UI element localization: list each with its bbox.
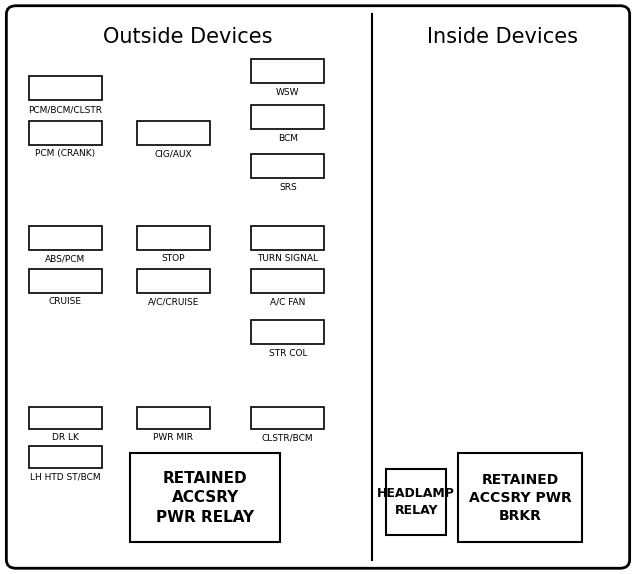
Text: PWR MIR: PWR MIR <box>153 433 193 443</box>
Bar <box>29 121 102 145</box>
Text: RETAINED
ACCSRY PWR
BRKR: RETAINED ACCSRY PWR BRKR <box>469 472 571 523</box>
Text: Outside Devices: Outside Devices <box>103 28 272 47</box>
Text: STR COL: STR COL <box>268 349 307 358</box>
Text: TURN SIGNAL: TURN SIGNAL <box>258 254 318 263</box>
Bar <box>130 453 280 542</box>
Bar <box>458 453 582 542</box>
Text: RETAINED
ACCSRY
PWR RELAY: RETAINED ACCSRY PWR RELAY <box>156 471 254 525</box>
Text: A/C/CRUISE: A/C/CRUISE <box>148 297 199 307</box>
Bar <box>137 226 210 250</box>
Bar <box>251 105 324 129</box>
Text: BCM: BCM <box>278 134 298 143</box>
Text: HEADLAMP
RELAY: HEADLAMP RELAY <box>377 487 455 517</box>
Text: PCM (CRANK): PCM (CRANK) <box>35 149 95 158</box>
Bar <box>137 407 210 429</box>
Text: DR LK: DR LK <box>52 433 79 443</box>
Text: A/C FAN: A/C FAN <box>270 297 305 307</box>
Bar <box>29 446 102 468</box>
Text: STOP: STOP <box>162 254 185 263</box>
Bar <box>251 59 324 83</box>
Bar <box>137 269 210 293</box>
Text: CLSTR/BCM: CLSTR/BCM <box>262 433 314 443</box>
Text: ABS/PCM: ABS/PCM <box>45 254 85 263</box>
Text: WSW: WSW <box>276 88 300 97</box>
Bar <box>251 226 324 250</box>
Bar <box>251 269 324 293</box>
FancyBboxPatch shape <box>6 6 630 568</box>
Text: SRS: SRS <box>279 183 296 192</box>
Bar <box>251 407 324 429</box>
Bar <box>251 320 324 344</box>
Text: Inside Devices: Inside Devices <box>427 28 578 47</box>
Bar <box>29 407 102 429</box>
Text: CIG/AUX: CIG/AUX <box>155 149 192 158</box>
Bar <box>29 76 102 100</box>
Text: PCM/BCM/CLSTR: PCM/BCM/CLSTR <box>28 105 102 114</box>
Bar <box>29 226 102 250</box>
Bar <box>29 269 102 293</box>
Text: CRUISE: CRUISE <box>49 297 81 307</box>
Bar <box>137 121 210 145</box>
Bar <box>386 469 446 535</box>
Text: LH HTD ST/BCM: LH HTD ST/BCM <box>30 472 100 482</box>
Bar <box>251 154 324 178</box>
